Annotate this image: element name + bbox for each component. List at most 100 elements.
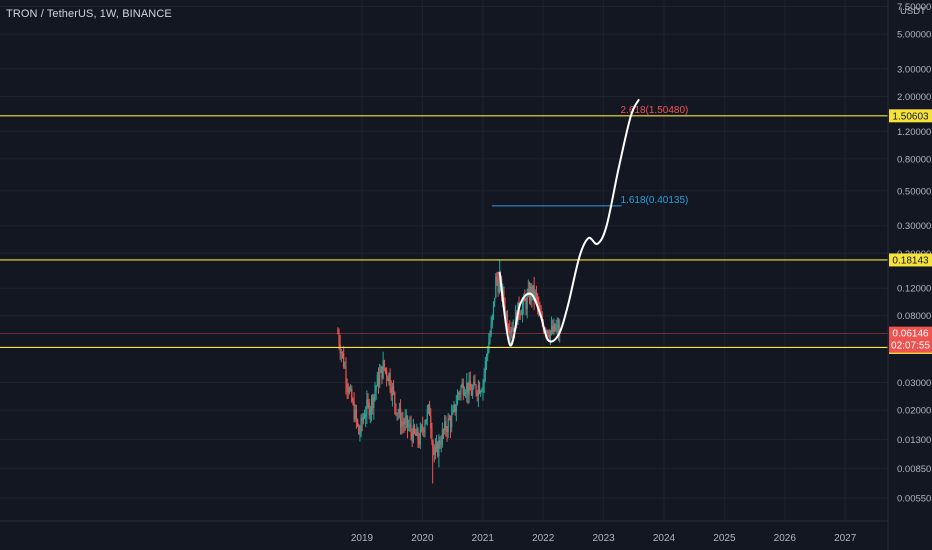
candle-body [489,334,491,342]
candle-body [507,328,510,331]
candle-body [372,397,374,409]
candle-body [520,314,522,316]
candle-body [483,373,485,383]
candle-body [476,392,478,396]
candle-body [441,429,443,445]
candle-body [506,314,509,329]
candle-body [391,386,394,396]
candle-body [425,419,427,424]
candle-body [411,431,413,442]
price-tick-label: 2.00000 [897,92,931,103]
symbol-title[interactable]: TRON / TetherUS, 1W, BINANCE [6,8,172,20]
candle-body [526,294,528,310]
candle-body [367,399,369,403]
candle-body [408,426,410,428]
candle-body [373,394,375,409]
candle-body [388,373,390,382]
candle-body [399,408,402,427]
time-tick-label: 2024 [653,533,676,544]
candle-body [398,408,401,414]
time-tick-label: 2027 [834,533,857,544]
candle-body [474,381,476,386]
current-price-badge: 0.06146 [892,329,929,340]
candle-body [445,421,447,431]
candle-body [390,388,392,396]
candle-body [487,352,489,357]
candle-body [434,447,437,456]
time-tick-label: 2026 [774,533,797,544]
time-tick-label: 2019 [351,533,374,544]
time-tick-label: 2023 [592,533,615,544]
candle-body [510,329,512,334]
candle-body [447,418,449,433]
price-tick-label: 0.03000 [897,378,931,389]
price-tick-label: 0.50000 [897,186,931,197]
candle-body [437,443,439,457]
candle-body [359,432,361,435]
candle-body [353,401,355,420]
candle-body [490,323,492,335]
price-tick-label: 0.02000 [897,406,931,417]
price-tick-label: 5.00000 [897,30,931,41]
candle-body [554,324,556,331]
candle-body [370,397,373,411]
price-tick-label: 7.50000 [897,2,931,13]
candle-body [519,313,521,315]
time-axis[interactable]: 2019 2020 2021 2022 2023 2024 2025 2026 2027 [351,533,857,544]
candle-body [387,377,389,382]
candle-body [406,415,409,427]
candle-body [456,394,459,405]
candle-body [477,385,479,396]
candle-body [423,429,425,432]
candle-body [485,356,488,361]
candle-body [523,296,525,305]
candle-body [532,285,534,297]
candle-body [549,330,552,339]
candle-body [422,425,424,430]
price-tick-label: 1.20000 [897,127,931,138]
candle-body [438,440,440,457]
candle-body [354,409,356,420]
candle-body [379,372,381,386]
candle-body [446,430,448,433]
candle-body [480,391,482,394]
candle-body [374,390,376,395]
candle-body [426,409,428,420]
candle-body [466,382,468,393]
candle-body [430,415,432,429]
time-tick-label: 2020 [411,533,434,544]
projection-curve [498,98,640,347]
candle-body [340,351,342,354]
candle-body [467,382,469,395]
horizontal-levels [0,115,888,349]
candle-body [473,381,475,389]
candle-body [424,423,426,432]
candle-body [394,392,396,405]
candle-body [404,418,406,425]
price-axis-unit: USDT [900,6,926,17]
candle-body [557,324,560,335]
candle-body [527,288,529,295]
price-tick-label: 3.00000 [897,64,931,75]
candle-body [365,413,367,418]
candle-body [344,366,346,368]
candle-body [376,374,378,387]
candle-body [358,424,360,435]
price-tick-label: 0.12000 [897,284,931,295]
candle-body [512,328,514,331]
candle-body [431,428,433,442]
level-badge-bg [889,109,932,123]
candle-body [528,288,531,301]
candle-body [538,305,540,308]
candle-body [433,446,435,456]
candle-body [345,366,347,384]
price-tick-label: 0.30000 [897,221,931,232]
candle-body [524,296,526,302]
candle-body [533,285,535,299]
candle-body [496,276,498,280]
candle-body [396,412,398,415]
price-tick-label: 0.01300 [897,435,931,446]
